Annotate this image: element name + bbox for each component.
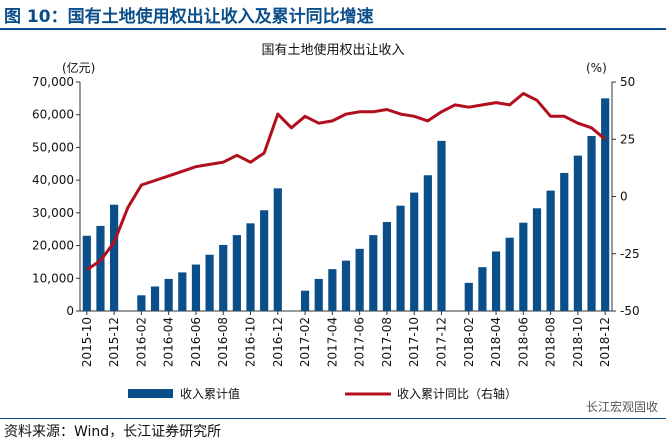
left-tick-label: 70,000 [32,75,74,89]
right-tick-label: -50 [620,304,640,318]
left-tick-label: 0 [66,304,74,318]
left-tick-label: 40,000 [32,173,74,187]
chart: 国有土地使用权出让收入 (亿元) (%) 0 10,000 20,000 30,000… [32,42,640,401]
bar [369,235,378,311]
left-tick-label: 10,000 [32,271,74,285]
bar [273,188,282,311]
x-tick-label: 2016-12 [271,317,285,367]
bar [300,290,310,311]
right-tick-label: 25 [620,132,635,146]
x-tick-label: 2018-02 [462,317,476,367]
bar [382,222,392,311]
x-tick-label: 2017-08 [380,317,394,367]
bar [478,267,487,311]
bar [464,282,473,311]
bar [573,155,582,311]
x-tick-label: 2018-10 [571,317,585,367]
legend: 收入累计值 收入累计同比（右轴） [128,386,517,401]
bar [519,222,528,311]
x-tick-label: 2017-04 [325,317,339,367]
x-tick-label: 2017-10 [407,317,421,367]
bar [164,278,173,311]
bar [396,205,405,311]
bar [246,223,255,311]
right-tick-label: 50 [620,75,635,89]
x-tick-label: 2018-04 [489,317,503,367]
x-tick-label: 2016-10 [244,317,258,367]
x-tick-label: 2017-12 [434,317,448,367]
bar [587,135,596,311]
chart-title: 国有土地使用权出让收入 [261,42,404,58]
x-tick-label: 2017-06 [353,317,367,367]
bar [505,237,514,311]
bar [150,286,160,311]
bar [314,278,323,311]
bar [328,269,337,311]
yoy-line [85,92,607,272]
left-tick-label: 50,000 [32,140,74,154]
bar [110,204,119,311]
figure-title: 图 10：国有土地使用权出让收入及累计同比增速 [4,7,374,27]
right-tick-label: 0 [620,190,628,204]
left-tick-label: 30,000 [32,206,74,220]
bar [137,295,146,311]
bar [423,175,432,311]
bar [205,254,214,311]
legend-bar-swatch [128,389,173,398]
bar [355,248,364,311]
plot-area: 0 10,000 20,000 30,000 40,000 50,000 60,000 70,… [32,75,640,367]
bar [437,140,446,311]
x-tick-label: 2016-08 [216,317,230,367]
x-tick-label: 2015-10 [80,317,94,367]
bar [532,208,542,311]
x-tick-label: 2018-12 [598,317,612,367]
bar [601,98,610,311]
x-tick-label: 2018-08 [544,317,558,367]
legend-bar-label: 收入累计值 [180,386,240,401]
bar [219,244,228,311]
x-tick-label: 2015-12 [107,317,121,367]
bar [491,251,501,311]
x-tick-label: 2018-06 [516,317,530,367]
bar [260,210,269,311]
title-rule [0,28,666,30]
bar [96,225,105,311]
right-tick-label: -25 [620,247,640,261]
bar [82,235,91,311]
bar [232,235,241,311]
x-tick-label: 2016-02 [134,317,148,367]
left-tick-label: 60,000 [32,108,74,122]
bar [341,260,351,311]
bar [178,272,187,311]
bar [191,264,201,311]
bar [560,172,569,311]
bar [410,192,419,311]
x-tick-label: 2017-02 [298,317,312,367]
left-axis-unit: (亿元) [62,60,95,75]
source-note: 资料来源：Wind，长江证券研究所 [4,424,222,440]
x-tick-label: 2016-06 [189,317,203,367]
x-tick-label: 2016-04 [162,317,176,367]
left-tick-label: 20,000 [32,239,74,253]
watermark: 长江宏观固收 [585,400,658,414]
bottom-rule [0,418,666,419]
bar [546,190,555,311]
legend-line-label: 收入累计同比（右轴） [397,386,517,401]
right-axis-unit: (%) [586,61,607,75]
